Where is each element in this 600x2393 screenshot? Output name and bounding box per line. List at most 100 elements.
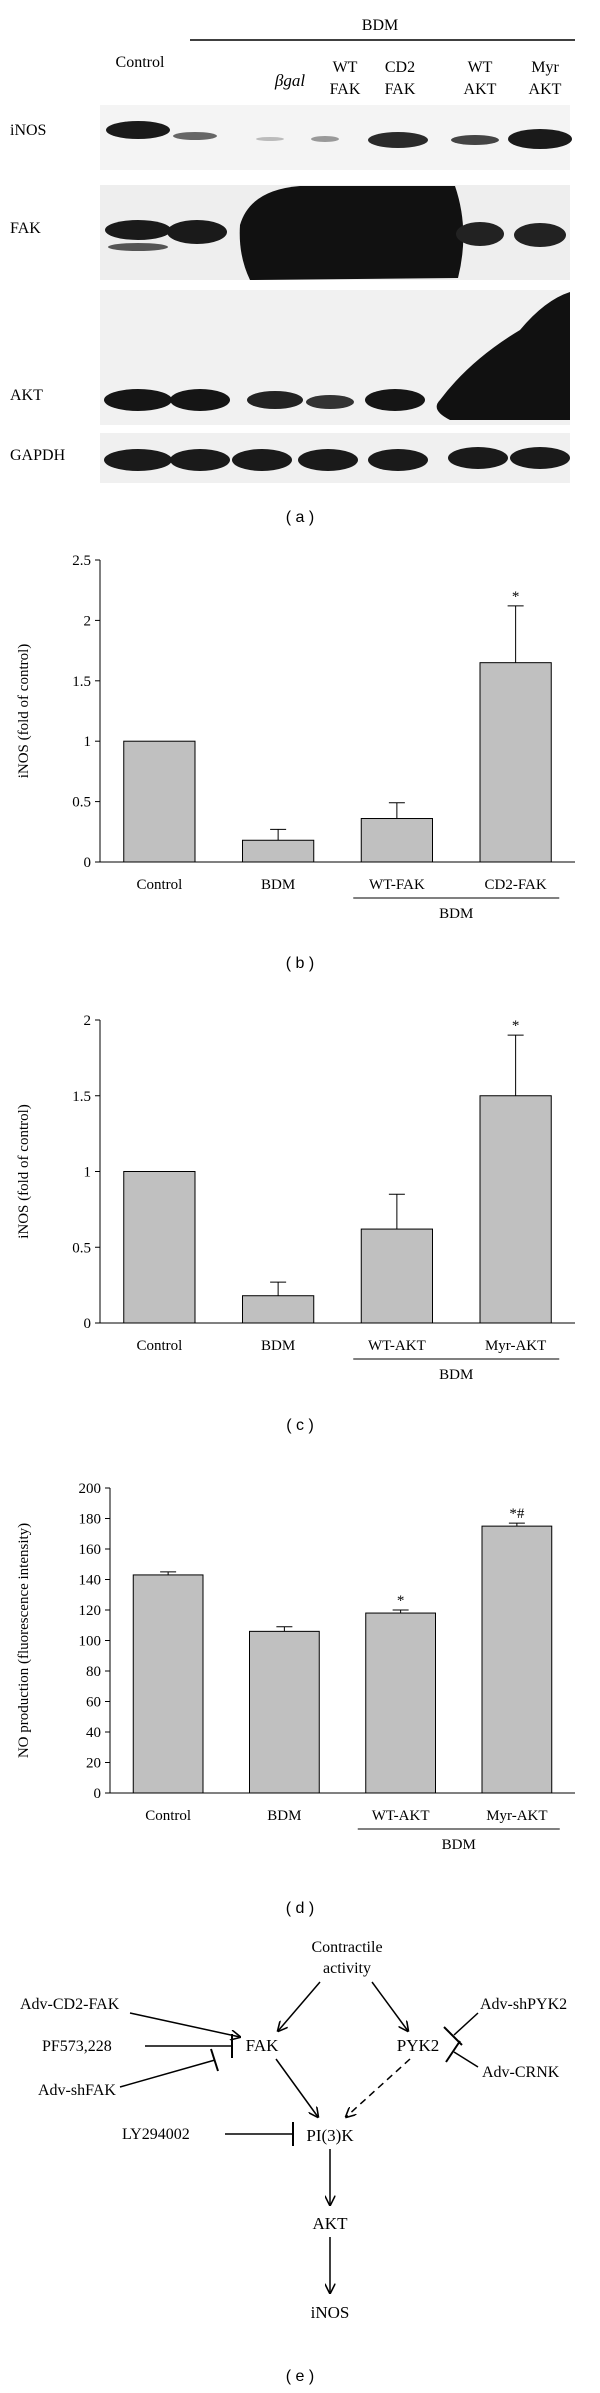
lane-label-3: βgal (274, 71, 305, 90)
blot-label-gapdh: GAPDH (10, 447, 66, 464)
x-tick-label: WT-AKT (372, 1808, 430, 1824)
inhibit-bar-shfak (210, 2048, 219, 2072)
bar-cd2-fak (479, 662, 552, 863)
node-adv-cd2fak: Adv-CD2-FAK (20, 1996, 120, 2013)
edge-crnk-pyk2 (453, 2051, 479, 2068)
blot-label-fak: FAK (10, 220, 41, 237)
edge-shfak-fak (119, 2059, 216, 2088)
band-fak-saturated (239, 186, 464, 280)
significance-marker: * (512, 589, 520, 605)
band-akt-2 (170, 389, 230, 411)
lane-label-4b: FAK (330, 81, 361, 98)
x-tick-label: BDM (261, 1338, 295, 1354)
edge-fak-pi3k (275, 2058, 318, 2117)
lane-label-7b: AKT (529, 81, 562, 98)
lane-label-5b: FAK (385, 81, 416, 98)
node-akt: AKT (313, 2214, 349, 2233)
y-tick-label: 2.5 (72, 553, 91, 569)
blot-label-inos: iNOS (10, 122, 46, 139)
edge-cd2fak-fak (129, 2012, 240, 2037)
y-tick-label: 1 (84, 734, 92, 750)
band-akt-4 (306, 395, 354, 409)
band-inos-1 (106, 121, 170, 139)
x-tick-label: WT-FAK (369, 877, 425, 893)
node-contractile-line2: activity (323, 1960, 371, 1977)
group-label: BDM (439, 1367, 473, 1383)
lane-label-6a: WT (468, 59, 493, 76)
y-tick-label: 0 (94, 1786, 102, 1802)
group-label: BDM (439, 906, 473, 922)
y-tick-label: 1 (84, 1165, 92, 1181)
significance-marker: *# (509, 1506, 525, 1522)
node-adv-crnk: Adv-CRNK (482, 2064, 560, 2081)
band-inos-4 (311, 136, 339, 142)
bar-control (123, 740, 196, 863)
y-tick-label: 140 (79, 1573, 102, 1589)
y-tick-label: 120 (79, 1603, 102, 1619)
bar-chart-d: 0 20 40 60 80 100 120 140 160 180 200 NO production… (16, 1481, 575, 1917)
lane-label-5a: CD2 (385, 59, 415, 76)
y-tick-label: 1.5 (72, 1089, 91, 1105)
inhibit-bar-crnk (445, 2040, 461, 2063)
x-tick-label: WT-AKT (368, 1338, 426, 1354)
node-inos: iNOS (311, 2303, 350, 2322)
bar-bdm (242, 1295, 315, 1324)
x-tick-label: Control (145, 1808, 191, 1824)
band-akt-saturated (436, 292, 570, 420)
y-axis-label: iNOS (fold of control) (16, 1104, 32, 1239)
edge-shpyk2-pyk2 (453, 2012, 479, 2036)
x-tick-label: Myr-AKT (485, 1338, 546, 1354)
y-tick-label: 0 (84, 1316, 92, 1332)
caption-e: ( e ) (286, 2368, 314, 2385)
edge-contractile-fak (278, 1981, 321, 2031)
lane-label-1: Control (116, 54, 165, 71)
pathway-diagram: Contractile activity Adv-CD2-FAK PF573,2… (20, 1939, 567, 2385)
panel-caption: ( b ) (286, 955, 314, 972)
caption-a: ( a ) (286, 509, 314, 526)
blot-label-akt: AKT (10, 387, 43, 404)
lane-label-7a: Myr (531, 59, 559, 76)
band-fak-1 (105, 220, 171, 240)
y-tick-label: 1.5 (72, 674, 91, 690)
band-inos-3 (256, 137, 284, 141)
y-tick-label: 60 (86, 1695, 101, 1711)
bar-wt-fak (360, 818, 433, 863)
band-gapdh-7 (510, 447, 570, 469)
lane-label-4a: WT (333, 59, 358, 76)
y-axis-label: iNOS (fold of control) (16, 644, 32, 779)
band-gapdh-6 (448, 447, 508, 469)
significance-marker: * (512, 1018, 520, 1034)
bar-myr-akt (479, 1095, 552, 1324)
x-tick-label: Myr-AKT (486, 1808, 547, 1824)
bar-wt-akt (365, 1612, 436, 1794)
bar-bdm (249, 1630, 320, 1794)
x-tick-label: Control (136, 877, 182, 893)
y-tick-label: 20 (86, 1756, 101, 1772)
node-fak: FAK (246, 2036, 279, 2055)
y-tick-label: 200 (79, 1481, 102, 1497)
band-inos-7 (508, 129, 572, 149)
edge-pyk2-pi3k (346, 2058, 411, 2117)
band-akt-5 (365, 389, 425, 411)
band-akt-3 (247, 391, 303, 409)
y-tick-label: 2 (84, 613, 92, 629)
node-pf573: PF573,228 (42, 2038, 112, 2055)
node-adv-shpyk2: Adv-shPYK2 (480, 1996, 567, 2013)
band-gapdh-3 (232, 449, 292, 471)
bar-control (132, 1574, 204, 1794)
y-tick-label: 100 (79, 1634, 102, 1650)
edge-contractile-pyk2 (371, 1981, 408, 2031)
band-gapdh-1 (104, 449, 172, 471)
node-adv-shfak: Adv-shFAK (38, 2082, 116, 2099)
bar-control (123, 1171, 196, 1324)
western-blot-panel: BDM Control βgal WT FAK CD2 FAK WT AKT M… (10, 17, 575, 526)
node-ly294: LY294002 (122, 2126, 190, 2143)
group-label: BDM (442, 1837, 476, 1853)
bar-chart-b: 0 0.5 1 1.5 2 2.5 iNOS (fold of control) Contro… (16, 553, 575, 972)
y-tick-label: 2 (84, 1013, 92, 1029)
node-pyk2: PYK2 (397, 2036, 440, 2055)
bar-myr-akt (481, 1525, 553, 1794)
band-gapdh-2 (170, 449, 230, 471)
lane-label-6b: AKT (464, 81, 497, 98)
band-fak-7 (514, 223, 566, 247)
